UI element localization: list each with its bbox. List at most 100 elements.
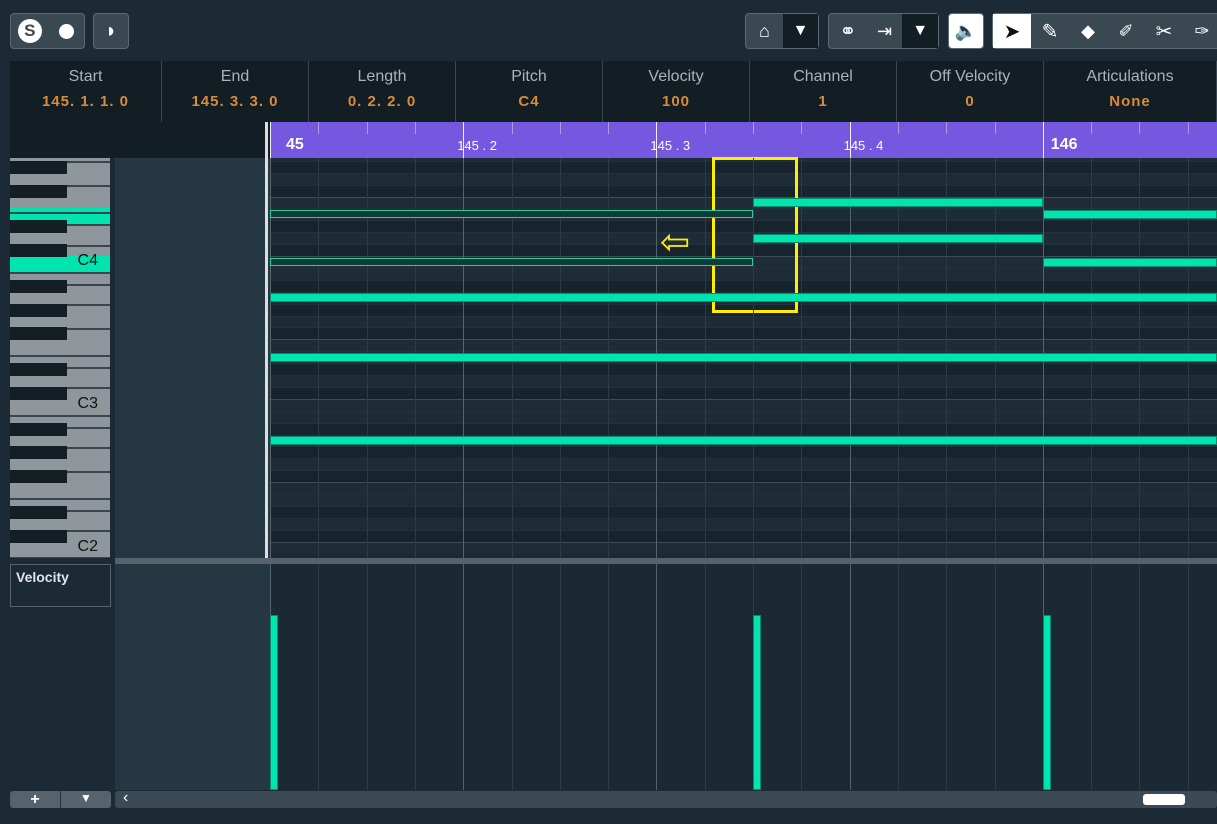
black-key[interactable] [10, 529, 67, 543]
black-key[interactable] [10, 220, 67, 234]
ruler-tick [656, 122, 658, 158]
info-value[interactable]: 0 [965, 93, 975, 110]
midi-note-E4[interactable] [1042, 209, 1217, 219]
velocity-lane-header[interactable]: Velocity [10, 564, 111, 607]
info-end[interactable]: End 145. 3. 3. 0 [162, 61, 309, 122]
ruler-tick [801, 122, 803, 134]
ruler-tick [1091, 122, 1093, 134]
grid-row [270, 315, 1217, 328]
black-key[interactable] [10, 505, 67, 519]
marker-tool-icon[interactable]: ✐ [1118, 20, 1134, 41]
info-line: Start 145. 1. 1. 0 End 145. 3. 3. 0 Length 0.… [10, 61, 1217, 122]
record-icon[interactable] [48, 14, 84, 48]
horizontal-scrollbar[interactable]: ‹ [115, 789, 1217, 808]
transform-dropdown[interactable]: ▼ [902, 14, 938, 48]
black-key[interactable] [10, 470, 67, 484]
midi-note-A2[interactable] [270, 436, 1217, 445]
info-label: Start [68, 68, 103, 85]
ruler[interactable]: 45 145 . 2 145 . 3 145 . 4 146 [270, 122, 1217, 158]
white-key-F2[interactable] [10, 482, 110, 500]
info-pitch[interactable]: Pitch C4 [456, 61, 603, 122]
midi-note-E4[interactable] [270, 209, 753, 218]
pencil-tool-icon[interactable]: ✎ [1041, 20, 1059, 43]
snap-dropdown[interactable]: ▼ [782, 14, 818, 48]
white-key-F3[interactable] [10, 339, 110, 358]
grid-line [897, 564, 899, 790]
grid-row [270, 398, 1217, 411]
velocity-bar[interactable] [270, 615, 278, 790]
grid-line [946, 564, 948, 790]
info-value[interactable]: 145. 1. 1. 0 [41, 93, 130, 110]
lane-menu-button[interactable]: ▼ [80, 791, 92, 805]
info-velocity[interactable]: Velocity 100 [603, 61, 750, 122]
info-value[interactable]: C4 [518, 93, 540, 110]
scroll-left-button[interactable]: ‹ [123, 789, 129, 806]
eraser-tool-icon[interactable]: ◆ [1081, 20, 1095, 41]
info-value[interactable]: 0. 2. 2. 0 [347, 93, 417, 110]
grid-row [270, 375, 1217, 387]
black-key[interactable] [10, 422, 67, 436]
scroll-thumb[interactable] [1143, 794, 1185, 805]
black-key[interactable] [10, 244, 67, 258]
info-start[interactable]: Start 145. 1. 1. 0 [10, 61, 162, 122]
midi-note-F4[interactable] [753, 198, 1043, 207]
ruler-tick [270, 122, 271, 158]
black-key[interactable] [10, 303, 67, 317]
grid-line [849, 564, 851, 790]
grid-row [270, 505, 1217, 518]
ruler-tick [414, 122, 416, 134]
grid-line [463, 564, 465, 790]
info-value[interactable]: None [1109, 93, 1151, 110]
grid-line [608, 564, 610, 790]
velocity-bar[interactable] [1042, 615, 1051, 790]
midi-note-E3[interactable] [270, 352, 1217, 362]
link-icon[interactable]: ⚭ [839, 20, 857, 43]
info-off-velocity[interactable]: Off Velocity 0 [897, 61, 1044, 122]
black-key[interactable] [10, 386, 67, 400]
midi-note-C4[interactable] [270, 257, 753, 266]
lane-divider[interactable] [115, 558, 1217, 564]
note-grid[interactable] [270, 158, 1217, 558]
grid-row [270, 160, 1217, 173]
white-key-C2[interactable] [10, 542, 110, 558]
black-key[interactable] [10, 446, 67, 460]
grid-row [270, 386, 1217, 399]
solo-icon[interactable]: S [11, 14, 48, 48]
arrow-tool-icon[interactable]: ➤ [993, 14, 1031, 48]
black-key[interactable] [10, 363, 67, 377]
ruler-tick [1139, 122, 1141, 134]
info-value[interactable]: 100 [661, 93, 691, 110]
ruler-label: 145 . 2 [457, 138, 497, 153]
snap-icon[interactable]: ⌂ [759, 20, 770, 41]
info-value[interactable]: 1 [818, 93, 828, 110]
ruler-tick [366, 122, 368, 134]
info-value[interactable]: 145. 3. 3. 0 [191, 93, 279, 110]
midi-note-A3[interactable] [270, 293, 1217, 303]
white-key-C4[interactable] [10, 256, 110, 274]
moon-icon[interactable]: ◗ [93, 13, 129, 49]
info-length[interactable]: Length 0. 2. 2. 0 [309, 61, 456, 122]
transform-icon[interactable]: ⇥ [876, 20, 893, 41]
piano-keyboard[interactable]: C2 C3 C4 [10, 158, 110, 558]
grid-row [270, 494, 1217, 506]
black-key[interactable] [10, 327, 67, 341]
scissors-tool-icon[interactable]: ✂ [1155, 20, 1173, 43]
midi-note-C4[interactable] [1042, 257, 1217, 267]
black-key[interactable] [10, 279, 67, 293]
info-channel[interactable]: Channel 1 [750, 61, 897, 122]
ruler-tick [946, 122, 948, 134]
ruler-label: 145 . 3 [650, 138, 691, 153]
midi-note-D4[interactable] [753, 233, 1043, 243]
black-key[interactable] [10, 184, 67, 198]
black-key[interactable] [10, 160, 67, 174]
velocity-lane[interactable] [270, 564, 1217, 790]
key-label: C4 [77, 252, 98, 270]
grid-row [270, 446, 1217, 459]
white-key-F4[interactable] [10, 197, 110, 215]
speaker-icon[interactable]: 🔈 [948, 13, 984, 49]
info-articulations[interactable]: Articulations None [1044, 61, 1217, 122]
paint-tool-icon[interactable]: ✑ [1194, 20, 1210, 41]
white-key-C3[interactable] [10, 399, 110, 417]
velocity-bar[interactable] [753, 615, 761, 790]
add-lane-button[interactable]: + [10, 791, 61, 808]
